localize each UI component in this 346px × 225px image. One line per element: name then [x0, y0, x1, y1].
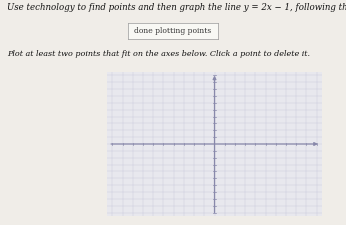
Text: Plot at least two points that fit on the axes below. Click a point to delete it.: Plot at least two points that fit on the… [7, 50, 310, 58]
Text: done plotting points: done plotting points [134, 27, 212, 35]
Text: Use technology to find points and then graph the line y = 2x − 1, following the : Use technology to find points and then g… [7, 3, 346, 12]
